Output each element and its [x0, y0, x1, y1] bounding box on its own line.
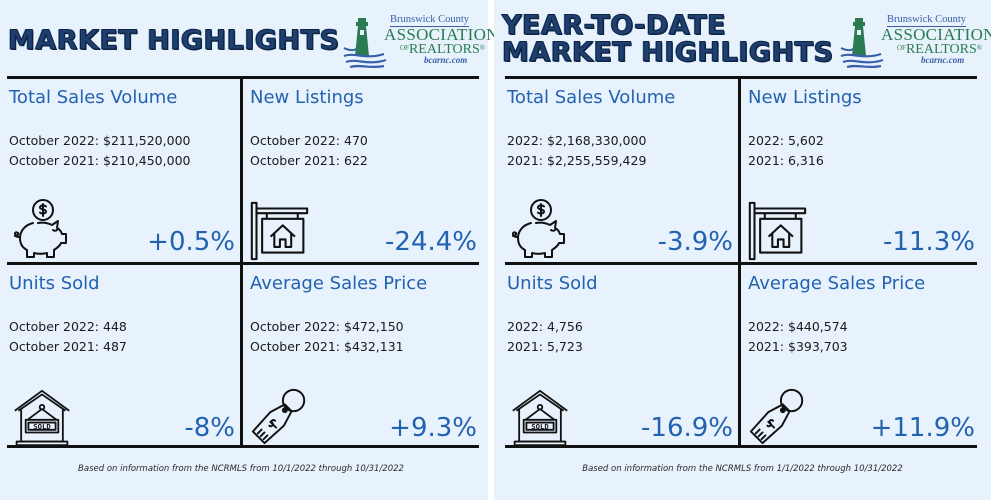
logo-registered: ® [479, 44, 486, 52]
stat-change: +11.9% [870, 413, 975, 443]
page-title: MARKET HIGHLIGHTS [8, 25, 340, 56]
stat-change: -11.3% [883, 227, 975, 257]
stat-previous: 2021: 6,316 [748, 153, 824, 168]
stat-card-total-sales-volume: Total Sales Volume 2022: $2,168,330,000 … [505, 79, 741, 265]
stat-current: 2022: 4,756 [507, 319, 583, 334]
stat-card-units-sold: Units Sold October 2022: 448 October 202… [7, 265, 243, 451]
logo-realtors: REALTORS [408, 42, 480, 57]
stat-heading: Units Sold [507, 273, 598, 294]
stat-previous: October 2021: 487 [9, 339, 127, 354]
logo-line-1: Brunswick County [887, 14, 967, 27]
stat-card-average-sales-price: Average Sales Price 2022: $440,574 2021:… [741, 265, 977, 451]
stat-card-average-sales-price: Average Sales Price October 2022: $472,1… [243, 265, 479, 451]
stat-current: 2022: $440,574 [748, 319, 848, 334]
brand-logo: Brunswick County ASSOCIATION OFREALTORS®… [837, 12, 991, 70]
logo-line-3: OFREALTORS® [400, 41, 485, 57]
stat-current: October 2022: 470 [250, 133, 368, 148]
stat-card-new-listings: New Listings October 2022: 470 October 2… [243, 79, 479, 265]
lighthouse-icon [340, 14, 388, 70]
monthly-highlights-panel: MARKET HIGHLIGHTS Brunswick County ASSOC… [0, 0, 498, 500]
logo-line-2: ASSOCIATION [881, 25, 991, 44]
grid-rule-top [7, 76, 479, 79]
piggy-bank-icon [509, 197, 579, 261]
stat-card-units-sold: Units Sold 2022: 4,756 2021: 5,723 -16.9… [505, 265, 741, 451]
price-tag-icon [249, 385, 311, 447]
logo-line-2: ASSOCIATION [384, 25, 499, 44]
grid-rule-bottom [505, 445, 977, 448]
logo-line-1: Brunswick County [390, 14, 470, 27]
page-title: YEAR-TO-DATE MARKET HIGHLIGHTS [501, 10, 834, 68]
stat-card-new-listings: New Listings 2022: 5,602 2021: 6,316 -11… [741, 79, 977, 265]
stat-card-total-sales-volume: Total Sales Volume October 2022: $211,52… [7, 79, 243, 265]
logo-registered: ® [976, 44, 983, 52]
grid-rule-vertical [240, 76, 243, 448]
stat-previous: October 2021: $210,450,000 [9, 153, 191, 168]
stat-change: +0.5% [147, 227, 235, 257]
sold-house-icon [11, 389, 73, 447]
ytd-highlights-panel: YEAR-TO-DATE MARKET HIGHLIGHTS Brunswick… [494, 0, 991, 500]
grid-rule-bottom [7, 445, 479, 448]
brand-logo: Brunswick County ASSOCIATION OFREALTORS®… [340, 12, 498, 70]
logo-website: bcarnc.com [424, 55, 468, 65]
lighthouse-icon [837, 14, 885, 70]
stat-heading: Total Sales Volume [507, 87, 676, 108]
stat-change: -16.9% [641, 413, 733, 443]
stat-heading: Average Sales Price [250, 273, 428, 294]
source-footnote: Based on information from the NCRMLS fro… [582, 464, 903, 474]
stat-current: 2022: 5,602 [748, 133, 824, 148]
price-tag-icon [747, 385, 809, 447]
stats-grid: Total Sales Volume 2022: $2,168,330,000 … [505, 76, 977, 448]
stat-current: 2022: $2,168,330,000 [507, 133, 647, 148]
house-sign-icon [249, 201, 309, 261]
stat-heading: Average Sales Price [748, 273, 926, 294]
logo-of: OF [897, 44, 906, 52]
source-footnote: Based on information from the NCRMLS fro… [78, 464, 404, 474]
stat-previous: October 2021: 622 [250, 153, 368, 168]
piggy-bank-icon [11, 197, 81, 261]
sold-house-icon [509, 389, 571, 447]
logo-of: OF [400, 44, 409, 52]
stat-previous: 2021: $2,255,559,429 [507, 153, 647, 168]
title-line-2: MARKET HIGHLIGHTS [502, 37, 834, 68]
grid-rule-vertical [738, 76, 741, 448]
grid-rule-middle [505, 262, 977, 265]
logo-line-3: OFREALTORS® [897, 41, 982, 57]
stat-change: -3.9% [657, 227, 733, 257]
house-sign-icon [747, 201, 807, 261]
stat-current: October 2022: $472,150 [250, 319, 404, 334]
stat-heading: Total Sales Volume [9, 87, 178, 108]
stat-heading: New Listings [748, 87, 862, 108]
grid-rule-middle [7, 262, 479, 265]
stat-previous: 2021: 5,723 [507, 339, 583, 354]
stat-current: October 2022: 448 [9, 319, 127, 334]
stat-previous: 2021: $393,703 [748, 339, 848, 354]
stat-current: October 2022: $211,520,000 [9, 133, 191, 148]
stat-change: -8% [184, 413, 235, 443]
stat-change: +9.3% [389, 413, 477, 443]
logo-website: bcarnc.com [921, 55, 965, 65]
stats-grid: Total Sales Volume October 2022: $211,52… [7, 76, 479, 448]
stat-heading: New Listings [250, 87, 364, 108]
stat-heading: Units Sold [9, 273, 100, 294]
title-line-1: YEAR-TO-DATE [501, 10, 727, 41]
grid-rule-top [505, 76, 977, 79]
stat-previous: October 2021: $432,131 [250, 339, 404, 354]
stat-change: -24.4% [385, 227, 477, 257]
logo-realtors: REALTORS [905, 42, 977, 57]
